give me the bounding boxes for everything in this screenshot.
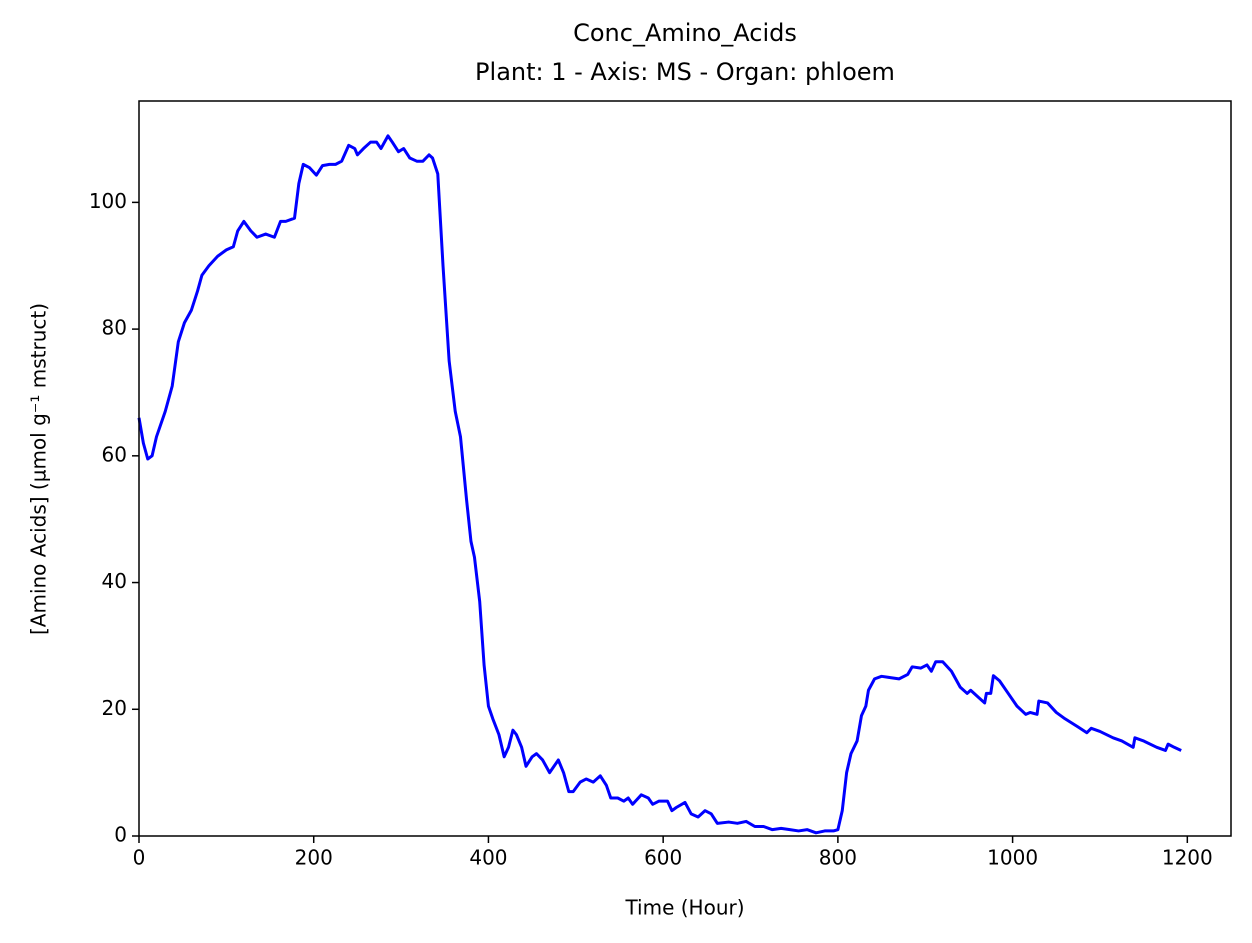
- chart-title: Conc_Amino_Acids: [573, 19, 797, 47]
- data-line: [137, 134, 1182, 835]
- x-tick-label: 600: [644, 846, 682, 870]
- x-tick-label: 400: [469, 846, 507, 870]
- y-tick-label: 80: [102, 316, 127, 340]
- y-tick-label: 100: [89, 189, 127, 213]
- plot-frame: [138, 100, 1232, 837]
- y-tick-label: 0: [114, 823, 127, 847]
- y-axis-label: [Amino Acids] (µmol g⁻¹ mstruct): [27, 303, 51, 635]
- y-tick-label: 20: [102, 696, 127, 720]
- x-axis-label: Time (Hour): [624, 896, 744, 920]
- x-tick-label: 1200: [1162, 846, 1213, 870]
- y-tick-label: 60: [102, 442, 127, 466]
- x-tick-label: 0: [133, 846, 146, 870]
- chart-subtitle: Plant: 1 - Axis: MS - Organ: phloem: [475, 58, 895, 86]
- y-tick-label: 40: [102, 569, 127, 593]
- x-tick-label: 1000: [987, 846, 1038, 870]
- x-tick-label: 800: [819, 846, 857, 870]
- x-tick-label: 200: [295, 846, 333, 870]
